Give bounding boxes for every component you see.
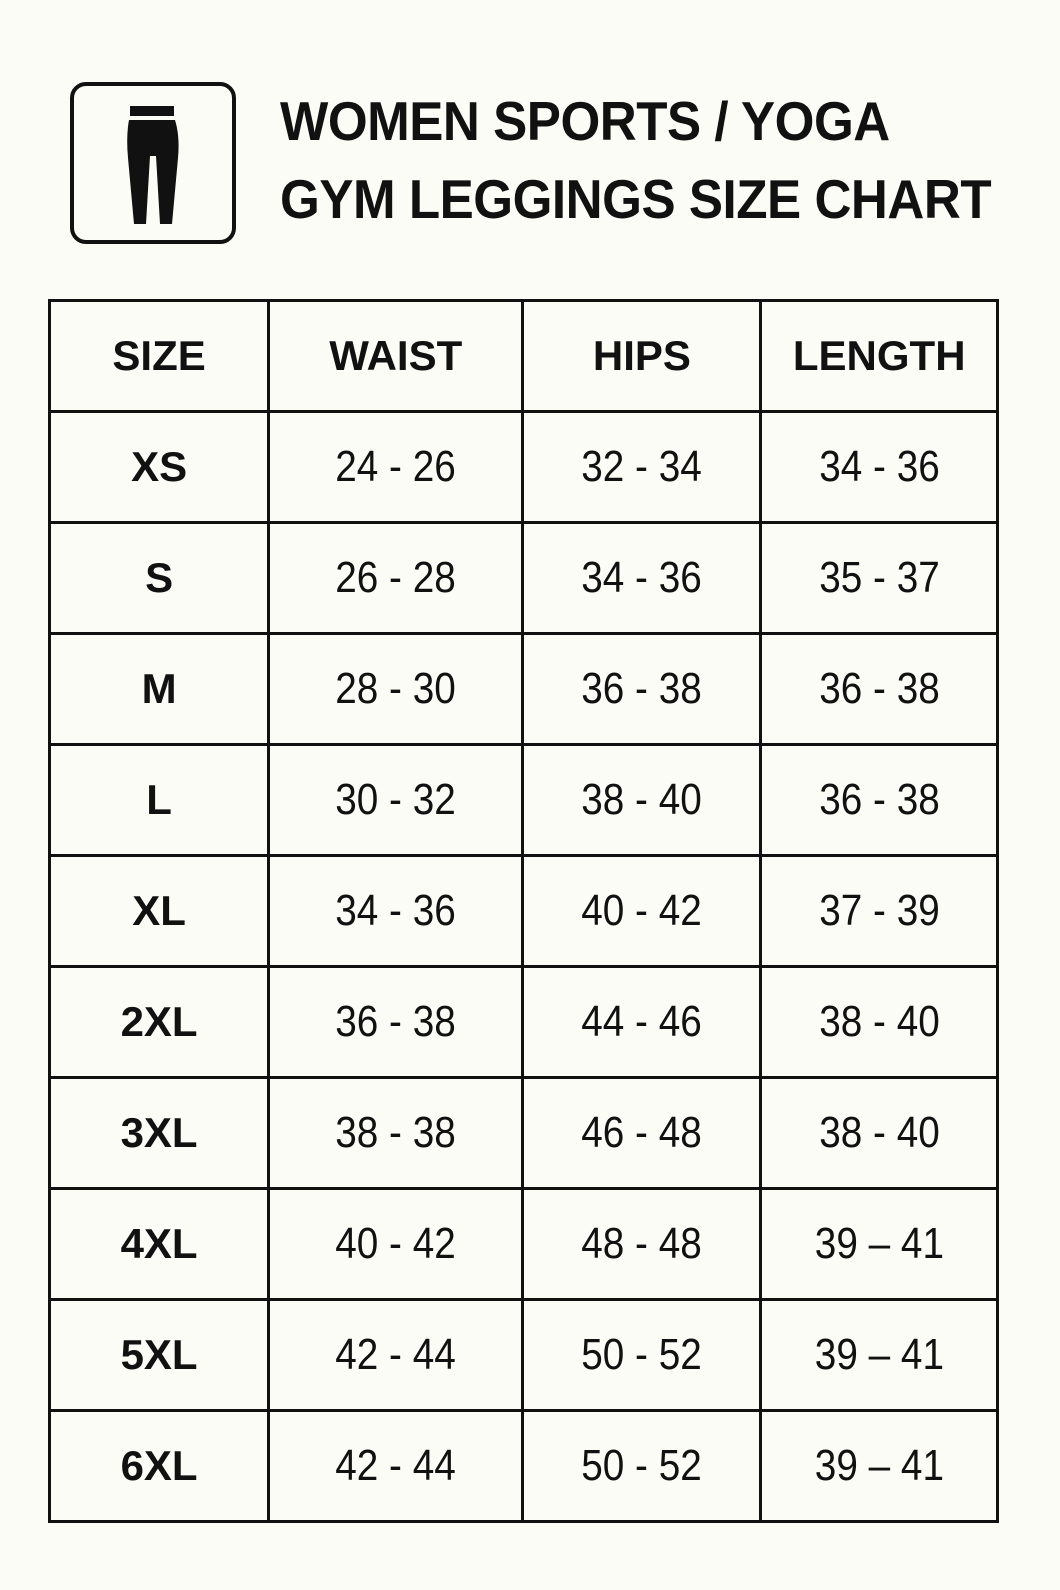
cell-value: 48 - 48 bbox=[581, 1219, 703, 1268]
cell-waist: 38 - 38 bbox=[267, 1076, 525, 1190]
cell-hips: 50 - 52 bbox=[521, 1298, 763, 1412]
cell-length: 39 – 41 bbox=[759, 1409, 999, 1523]
cell-size: 4XL bbox=[47, 1187, 271, 1301]
cell-length: 34 - 36 bbox=[759, 410, 999, 524]
cell-size: 3XL bbox=[47, 1076, 271, 1190]
cell-waist: 28 - 30 bbox=[267, 632, 525, 746]
cell-hips: 34 - 36 bbox=[521, 521, 763, 635]
column-header-hips: HIPS bbox=[521, 299, 763, 413]
table-row: M 28 - 30 36 - 38 36 - 38 bbox=[47, 632, 999, 746]
cell-hips: 36 - 38 bbox=[521, 632, 763, 746]
cell-value: 36 - 38 bbox=[581, 664, 703, 713]
cell-value: 24 - 26 bbox=[335, 442, 457, 491]
cell-hips: 44 - 46 bbox=[521, 965, 763, 1079]
cell-value: 34 - 36 bbox=[581, 553, 703, 602]
cell-waist: 42 - 44 bbox=[267, 1409, 525, 1523]
cell-value: 28 - 30 bbox=[335, 664, 457, 713]
cell-value: 50 - 52 bbox=[581, 1330, 703, 1379]
table-row: 4XL 40 - 42 48 - 48 39 – 41 bbox=[47, 1187, 999, 1301]
cell-hips: 48 - 48 bbox=[521, 1187, 763, 1301]
cell-size: 6XL bbox=[47, 1409, 271, 1523]
cell-value: 30 - 32 bbox=[335, 775, 457, 824]
cell-waist: 36 - 38 bbox=[267, 965, 525, 1079]
cell-waist: 40 - 42 bbox=[267, 1187, 525, 1301]
size-chart-table: SIZE WAIST HIPS LENGTH XS 24 - 26 32 - 34 3… bbox=[47, 299, 999, 1523]
cell-size: M bbox=[47, 632, 271, 746]
cell-hips: 38 - 40 bbox=[521, 743, 763, 857]
column-header-length: LENGTH bbox=[759, 299, 999, 413]
table-row: 3XL 38 - 38 46 - 48 38 - 40 bbox=[47, 1076, 999, 1190]
cell-value: 46 - 48 bbox=[581, 1108, 703, 1157]
cell-value: 42 - 44 bbox=[335, 1441, 457, 1490]
cell-size: 2XL bbox=[47, 965, 271, 1079]
cell-value: 39 – 41 bbox=[814, 1219, 944, 1268]
cell-length: 36 - 38 bbox=[759, 632, 999, 746]
table-row: 6XL 42 - 44 50 - 52 39 – 41 bbox=[47, 1409, 999, 1523]
cell-value: 36 - 38 bbox=[335, 997, 457, 1046]
cell-length: 39 – 41 bbox=[759, 1187, 999, 1301]
cell-value: 38 - 40 bbox=[818, 1108, 940, 1157]
cell-hips: 40 - 42 bbox=[521, 854, 763, 968]
cell-length: 38 - 40 bbox=[759, 965, 999, 1079]
cell-length: 38 - 40 bbox=[759, 1076, 999, 1190]
cell-value: 26 - 28 bbox=[335, 553, 457, 602]
cell-value: 44 - 46 bbox=[581, 997, 703, 1046]
cell-value: 34 - 36 bbox=[818, 442, 940, 491]
leggings-icon bbox=[127, 106, 179, 224]
table-row: XL 34 - 36 40 - 42 37 - 39 bbox=[47, 854, 999, 968]
cell-value: 38 - 40 bbox=[581, 775, 703, 824]
cell-value: 36 - 38 bbox=[818, 775, 940, 824]
cell-value: 39 – 41 bbox=[814, 1441, 944, 1490]
cell-value: 50 - 52 bbox=[581, 1441, 703, 1490]
cell-waist: 26 - 28 bbox=[267, 521, 525, 635]
cell-waist: 30 - 32 bbox=[267, 743, 525, 857]
table-row: XS 24 - 26 32 - 34 34 - 36 bbox=[47, 410, 999, 524]
column-header-size: SIZE bbox=[47, 299, 271, 413]
table-row: S 26 - 28 34 - 36 35 - 37 bbox=[47, 521, 999, 635]
cell-size: XL bbox=[47, 854, 271, 968]
cell-length: 36 - 38 bbox=[759, 743, 999, 857]
cell-value: 37 - 39 bbox=[818, 886, 940, 935]
cell-hips: 50 - 52 bbox=[521, 1409, 763, 1523]
table-row: 2XL 36 - 38 44 - 46 38 - 40 bbox=[47, 965, 999, 1079]
cell-value: 32 - 34 bbox=[581, 442, 703, 491]
title-line-1: WOMEN SPORTS / YOGA bbox=[280, 90, 890, 152]
cell-hips: 46 - 48 bbox=[521, 1076, 763, 1190]
cell-waist: 24 - 26 bbox=[267, 410, 525, 524]
cell-length: 37 - 39 bbox=[759, 854, 999, 968]
column-header-waist: WAIST bbox=[267, 299, 525, 413]
page-title: WOMEN SPORTS / YOGA GYM LEGGINGS SIZE CH… bbox=[280, 82, 1045, 238]
cell-size: 5XL bbox=[47, 1298, 271, 1412]
cell-value: 36 - 38 bbox=[818, 664, 940, 713]
header-row: SIZE WAIST HIPS LENGTH bbox=[47, 299, 999, 413]
cell-length: 35 - 37 bbox=[759, 521, 999, 635]
cell-value: 34 - 36 bbox=[335, 886, 457, 935]
title-line-2: GYM LEGGINGS SIZE CHART bbox=[280, 168, 992, 230]
cell-value: 39 – 41 bbox=[814, 1330, 944, 1379]
cell-waist: 34 - 36 bbox=[267, 854, 525, 968]
cell-length: 39 – 41 bbox=[759, 1298, 999, 1412]
cell-value: 42 - 44 bbox=[335, 1330, 457, 1379]
leggings-icon-frame bbox=[70, 82, 236, 244]
cell-size: L bbox=[47, 743, 271, 857]
cell-hips: 32 - 34 bbox=[521, 410, 763, 524]
cell-size: S bbox=[47, 521, 271, 635]
cell-size: XS bbox=[47, 410, 271, 524]
table-row: L 30 - 32 38 - 40 36 - 38 bbox=[47, 743, 999, 857]
cell-value: 35 - 37 bbox=[818, 553, 940, 602]
cell-value: 40 - 42 bbox=[335, 1219, 457, 1268]
cell-waist: 42 - 44 bbox=[267, 1298, 525, 1412]
cell-value: 38 - 40 bbox=[818, 997, 940, 1046]
table-row: 5XL 42 - 44 50 - 52 39 – 41 bbox=[47, 1298, 999, 1412]
cell-value: 40 - 42 bbox=[581, 886, 703, 935]
cell-value: 38 - 38 bbox=[335, 1108, 457, 1157]
